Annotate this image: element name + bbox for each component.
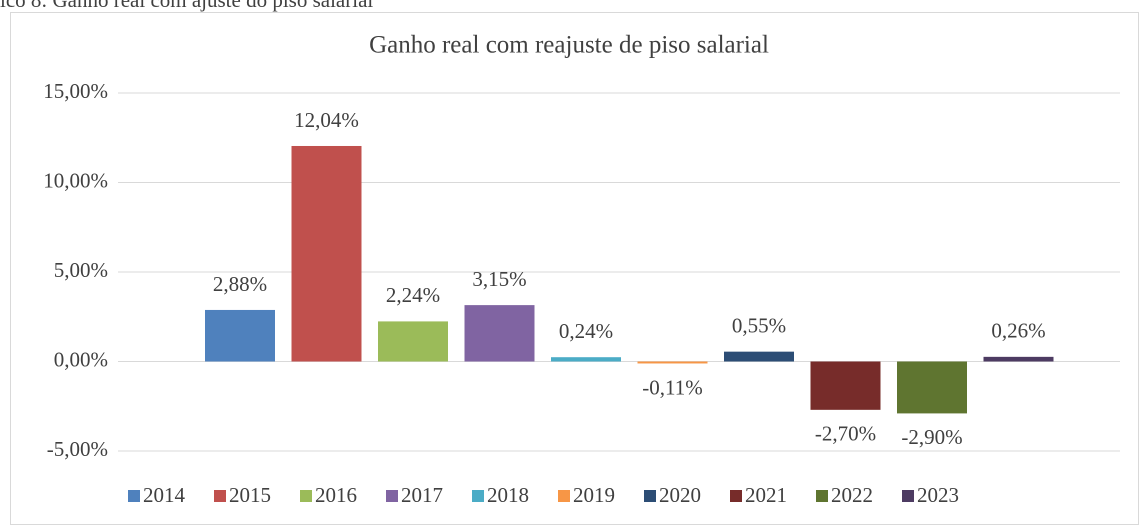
legend-swatch [300, 490, 312, 502]
chart-title: Ganho real com reajuste de piso salarial [369, 32, 769, 59]
y-tick-label: 0,00% [54, 347, 108, 371]
y-tick-label: 5,00% [54, 258, 108, 282]
data-label: 0,26% [991, 319, 1045, 343]
legend-label: 2016 [315, 483, 357, 507]
legend-label: 2020 [659, 483, 701, 507]
legend-swatch [386, 490, 398, 502]
data-label: 2,88% [213, 272, 267, 296]
data-label: 0,24% [559, 319, 613, 343]
data-label: 0,55% [732, 313, 786, 337]
legend-swatch [128, 490, 140, 502]
bar [291, 145, 362, 362]
data-label: -2,90% [901, 425, 962, 449]
legend-label: 2023 [917, 483, 959, 507]
legend-swatch [902, 490, 914, 502]
bar [810, 361, 881, 410]
bar [464, 305, 535, 362]
legend-swatch [214, 490, 226, 502]
legend-swatch [730, 490, 742, 502]
data-label: 3,15% [472, 267, 526, 291]
data-label: -0,11% [642, 375, 702, 399]
y-tick-label: 10,00% [43, 168, 108, 192]
legend-label: 2021 [745, 483, 787, 507]
bar [378, 321, 448, 362]
legend-swatch [644, 490, 656, 502]
y-tick-label: -5,00% [47, 437, 108, 461]
legend-label: 2015 [229, 483, 271, 507]
legend-label: 2022 [831, 483, 873, 507]
y-tick-label: 15,00% [43, 79, 108, 103]
data-label: 12,04% [294, 108, 359, 132]
bar [205, 309, 275, 362]
bar [983, 356, 1054, 362]
bar [551, 357, 621, 362]
legend-label: 2019 [573, 483, 615, 507]
legend-swatch [472, 490, 484, 502]
legend-label: 2017 [401, 483, 443, 507]
legend-label: 2018 [487, 483, 529, 507]
bar [724, 351, 794, 362]
bar [637, 361, 708, 364]
bar [897, 361, 967, 414]
legend-swatch [558, 490, 570, 502]
legend-swatch [816, 490, 828, 502]
caption: ico 8: Ganho real com ajuste do piso sal… [0, 0, 373, 12]
data-label: -2,70% [815, 422, 876, 446]
chart-border [10, 12, 1139, 525]
legend-label: 2014 [143, 483, 186, 507]
data-label: 2,24% [386, 283, 440, 307]
